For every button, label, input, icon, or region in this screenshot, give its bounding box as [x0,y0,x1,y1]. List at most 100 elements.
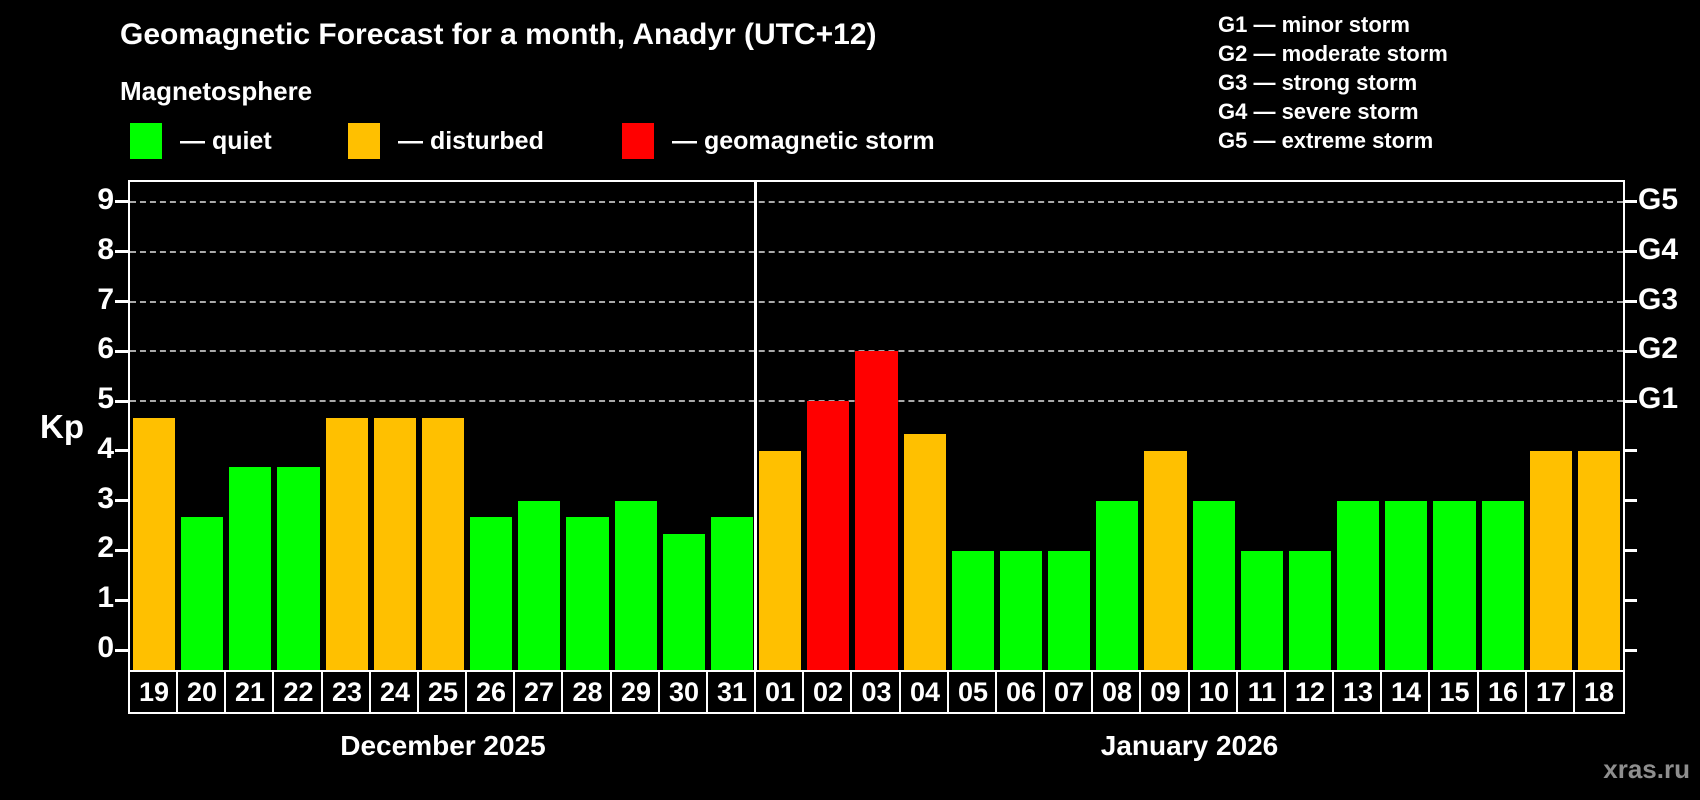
day-label-18: 18 [1573,670,1625,714]
quiet-color-swatch [130,123,162,159]
kp-bar-03 [855,351,898,670]
day-label-05: 05 [947,670,999,714]
disturbed-label: — disturbed [398,126,544,155]
day-label-31: 31 [706,670,758,714]
right-tick-6 [1623,349,1637,353]
gtick-label-g3: G3 [1638,282,1679,316]
day-label-07: 07 [1043,670,1095,714]
g4-legend-line: G4 — severe storm [1218,99,1419,124]
kp-bar-01 [759,450,801,670]
kp-bar-16 [1482,500,1524,670]
day-label-08: 08 [1091,670,1143,714]
right-tick-4 [1623,449,1637,453]
left-tick-5 [115,399,129,403]
chart-title: Geomagnetic Forecast for a month, Anadyr… [120,18,877,51]
gtick-label-g1: G1 [1638,382,1679,416]
gridline-kp9 [130,200,1623,203]
kp-bar-28 [566,517,609,670]
day-label-17: 17 [1525,670,1577,714]
legend-item-quiet: — quiet [130,122,272,160]
kp-bar-27 [518,500,560,670]
right-tick-1 [1623,598,1637,602]
kp-bar-20 [181,517,223,670]
kp-axis-label: Kp [40,408,84,445]
kp-bar-22 [277,467,320,670]
month-label-december: December 2025 [340,730,546,761]
day-label-30: 30 [658,670,710,714]
kp-bar-14 [1385,500,1427,670]
kp-bar-25 [422,417,464,670]
kp-bar-21 [229,467,271,670]
day-label-04: 04 [899,670,951,714]
right-tick-0 [1623,648,1637,652]
left-tick-0 [115,648,129,652]
day-label-21: 21 [224,670,276,714]
ytick-label-5: 5 [97,382,114,416]
left-tick-1 [115,598,129,602]
day-label-28: 28 [561,670,614,714]
month-label-january: January 2026 [1100,730,1279,761]
kp-bar-11 [1241,550,1283,670]
date-axis: 19 20 21 22 23 24 25 26 27 28 29 30 31 01 02 03 04 05 06 07… [128,670,1628,714]
day-label-14: 14 [1380,670,1432,714]
magnetosphere-label: Magnetosphere [120,76,313,106]
day-label-24: 24 [369,670,421,714]
gtick-label-g2: G2 [1638,332,1679,366]
right-tick-2 [1623,548,1637,552]
left-tick-3 [115,499,129,503]
day-label-23: 23 [321,670,373,714]
gridline-kp7 [130,300,1623,303]
plot-area [128,180,1625,670]
left-tick-2 [115,548,129,552]
ytick-label-1: 1 [97,581,114,615]
kp-bar-17 [1530,450,1572,670]
kp-bar-10 [1193,500,1235,670]
kp-bar-19 [133,417,175,670]
kp-bar-24 [374,417,416,670]
ytick-label-4: 4 [97,431,114,465]
kp-bar-02 [807,401,849,670]
disturbed-color-swatch [348,123,380,159]
day-label-19: 19 [128,670,180,714]
day-label-27: 27 [513,670,565,714]
kp-bar-08 [1096,500,1138,670]
day-label-16: 16 [1477,670,1529,714]
day-label-12: 12 [1284,670,1336,714]
day-label-10: 10 [1188,670,1240,714]
day-label-22: 22 [272,670,325,714]
day-label-25: 25 [417,670,469,714]
day-label-26: 26 [465,670,517,714]
kp-bar-18 [1578,450,1620,670]
ytick-label-8: 8 [97,232,114,266]
ytick-label-9: 9 [97,182,114,216]
kp-bar-06 [1000,550,1042,670]
kp-bar-31 [711,517,753,670]
quiet-label: — quiet [180,126,272,155]
kp-bar-05 [952,550,994,670]
left-tick-6 [115,349,129,353]
ytick-label-3: 3 [97,481,114,515]
left-tick-8 [115,250,129,254]
right-tick-5 [1623,399,1637,403]
gtick-label-g4: G4 [1638,232,1679,266]
gtick-label-g5: G5 [1638,182,1679,216]
g3-legend-line: G3 — strong storm [1218,70,1418,95]
g2-legend-line: G2 — moderate storm [1218,41,1448,66]
day-label-29: 29 [610,670,662,714]
kp-bar-23 [326,417,368,670]
day-label-02: 02 [802,670,854,714]
right-tick-9 [1623,200,1637,204]
day-label-20: 20 [176,670,228,714]
kp-bar-13 [1337,500,1379,670]
day-label-03: 03 [850,670,903,714]
right-tick-8 [1623,250,1637,254]
ytick-label-7: 7 [97,282,114,316]
storm-label: — geomagnetic storm [672,126,935,155]
kp-bar-15 [1433,500,1476,670]
legend-item-disturbed: — disturbed [348,122,544,160]
storm-color-swatch [622,123,654,159]
left-tick-9 [115,200,129,204]
g1-legend-line: G1 — minor storm [1218,12,1410,37]
day-label-09: 09 [1139,670,1192,714]
